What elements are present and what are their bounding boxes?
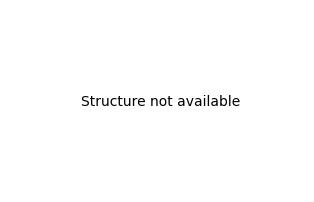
Text: Structure not available: Structure not available	[81, 95, 241, 109]
